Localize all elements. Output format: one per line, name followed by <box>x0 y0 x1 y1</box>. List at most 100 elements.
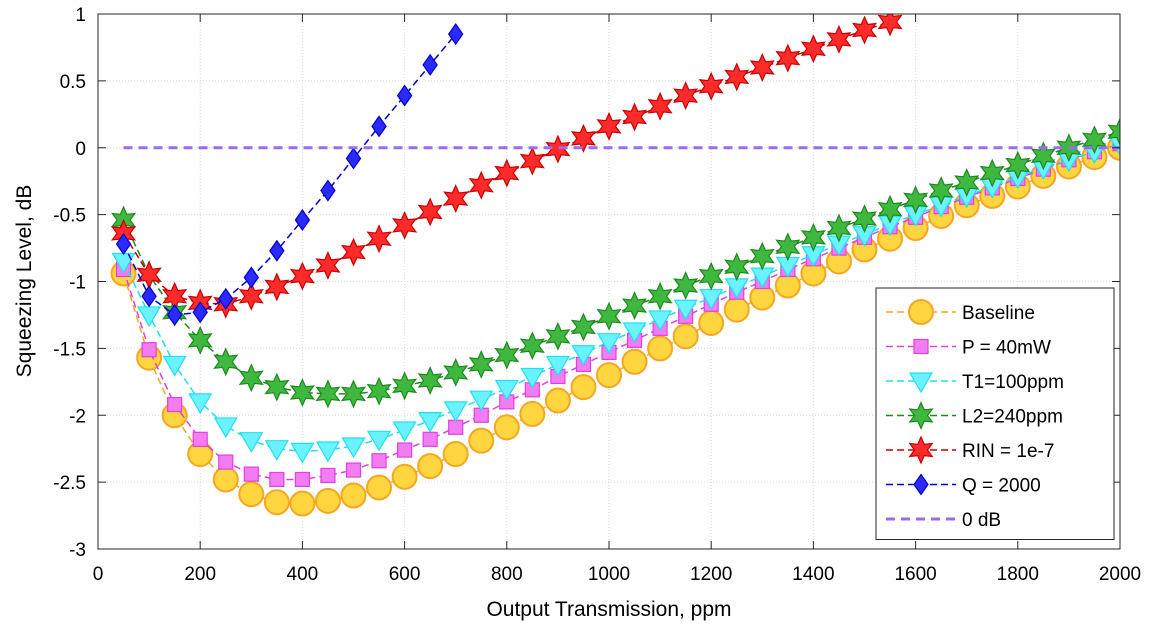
data-point <box>1107 135 1120 156</box>
data-point <box>397 442 413 458</box>
data-point <box>494 158 520 188</box>
data-point <box>264 272 290 302</box>
data-point <box>596 301 622 331</box>
y-tick-label: -2 <box>69 406 86 427</box>
series-layer <box>110 14 1120 517</box>
data-point <box>141 285 157 308</box>
data-point <box>188 393 213 415</box>
series-line <box>122 130 1120 395</box>
data-point <box>392 421 417 443</box>
data-point <box>698 261 724 291</box>
data-point <box>239 432 264 453</box>
data-point <box>238 481 265 508</box>
data-point <box>269 471 285 488</box>
data-point <box>269 239 285 262</box>
data-point <box>622 322 647 344</box>
data-point <box>800 34 826 64</box>
data-point <box>647 91 673 121</box>
data-point <box>264 372 290 402</box>
series-3 <box>111 117 1120 409</box>
data-point <box>417 197 443 227</box>
data-point <box>218 287 234 310</box>
data-point <box>775 232 801 262</box>
data-point <box>443 357 469 387</box>
y-tick-label: -3 <box>69 540 86 561</box>
data-point <box>294 208 311 232</box>
data-point <box>673 81 699 111</box>
data-point <box>166 303 183 326</box>
data-point <box>238 281 264 311</box>
x-tick-label: 600 <box>389 564 421 585</box>
data-point <box>571 345 596 366</box>
data-point <box>775 43 801 73</box>
data-point <box>418 412 443 433</box>
data-point <box>315 250 341 280</box>
data-point <box>468 349 494 379</box>
series-4 <box>111 14 903 319</box>
data-point <box>877 14 903 37</box>
data-point <box>340 482 367 509</box>
data-point <box>371 115 387 138</box>
data-point <box>826 24 852 54</box>
data-point <box>213 347 239 377</box>
x-tick-label: 200 <box>184 564 216 585</box>
series-2 <box>111 135 1120 464</box>
data-point <box>167 396 183 413</box>
data-point <box>724 62 750 92</box>
data-point <box>621 348 648 375</box>
data-point <box>493 414 520 441</box>
data-point <box>315 379 341 409</box>
data-point <box>238 363 264 393</box>
y-tick-label: -0.5 <box>53 206 86 227</box>
data-point <box>192 301 208 324</box>
legend-marker <box>908 401 934 430</box>
data-point <box>115 233 132 256</box>
x-axis-label: Output Transmission, ppm <box>486 598 731 621</box>
data-point <box>469 390 494 412</box>
data-point <box>570 312 596 342</box>
data-point <box>979 158 1005 188</box>
x-tick-label: 1400 <box>792 564 834 585</box>
data-point <box>447 23 464 46</box>
legend-marker <box>908 435 934 465</box>
data-point <box>289 261 315 291</box>
x-tick-label: 1000 <box>588 564 630 585</box>
y-axis-label: Squeezing Level, dB <box>13 185 36 378</box>
legend-marker <box>908 299 934 325</box>
legend-marker <box>908 372 934 394</box>
data-point <box>672 323 699 350</box>
data-point <box>851 15 878 45</box>
data-point <box>366 224 392 254</box>
data-point <box>320 467 336 484</box>
data-point <box>570 374 597 401</box>
data-point <box>263 489 290 516</box>
data-point <box>749 241 775 271</box>
data-point <box>443 184 469 214</box>
data-point <box>928 176 954 206</box>
data-point <box>723 296 750 323</box>
x-tick-label: 800 <box>491 564 523 585</box>
data-point <box>417 365 443 395</box>
data-point <box>396 84 413 107</box>
data-point <box>213 417 238 439</box>
data-point <box>596 362 622 389</box>
data-point <box>289 378 315 407</box>
data-point <box>851 204 878 234</box>
legend-label: Q = 2000 <box>962 476 1041 497</box>
data-point <box>290 442 315 464</box>
data-point <box>673 271 699 300</box>
legend: Baseline P = 40mW T1=100ppm L2=240ppm RIN = … <box>875 287 1115 540</box>
data-point <box>345 147 362 170</box>
x-tick-label: 400 <box>287 564 319 585</box>
data-point <box>622 291 648 321</box>
series-line <box>122 143 1120 453</box>
data-point <box>371 453 387 469</box>
y-tick-label: -1 <box>69 273 86 294</box>
data-point <box>545 321 571 351</box>
data-point <box>141 342 157 358</box>
data-point <box>698 71 724 101</box>
data-point <box>417 453 444 480</box>
legend-label: L2=240ppm <box>962 407 1063 428</box>
legend-label: T1=100ppm <box>962 372 1064 393</box>
